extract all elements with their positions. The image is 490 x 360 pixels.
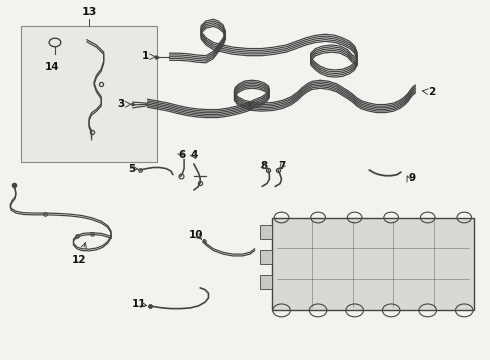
- Text: 14: 14: [45, 62, 60, 72]
- Text: 5: 5: [128, 163, 136, 174]
- Text: 6: 6: [178, 150, 185, 160]
- Bar: [272, 217, 474, 310]
- Bar: [260, 275, 272, 289]
- Text: 4: 4: [190, 150, 197, 160]
- Text: 8: 8: [260, 161, 267, 171]
- Bar: [21, 26, 157, 162]
- Text: 12: 12: [72, 255, 87, 265]
- Text: 11: 11: [131, 299, 146, 309]
- Text: 13: 13: [81, 8, 97, 18]
- Bar: [260, 225, 272, 239]
- Text: 1: 1: [142, 51, 149, 61]
- Text: 2: 2: [428, 87, 435, 98]
- Text: 3: 3: [117, 99, 124, 109]
- Bar: [260, 249, 272, 264]
- Text: 10: 10: [189, 230, 203, 240]
- Text: 9: 9: [408, 173, 416, 183]
- Text: 7: 7: [278, 161, 285, 171]
